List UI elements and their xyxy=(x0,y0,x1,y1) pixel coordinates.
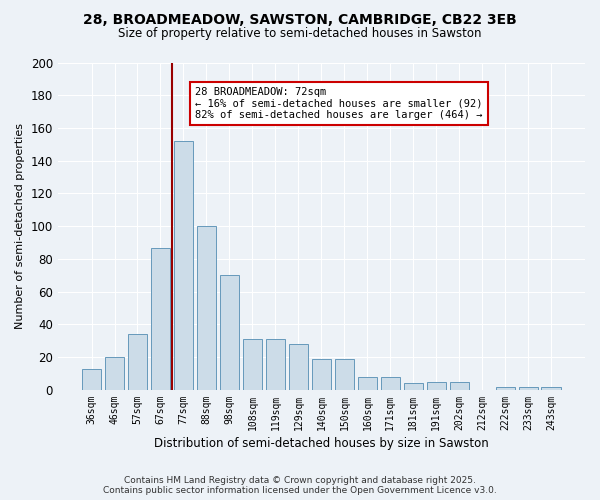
Bar xyxy=(311,359,331,390)
Bar xyxy=(266,339,285,390)
X-axis label: Distribution of semi-detached houses by size in Sawston: Distribution of semi-detached houses by … xyxy=(154,437,489,450)
Bar xyxy=(151,248,170,390)
Bar xyxy=(380,377,400,390)
Bar xyxy=(242,339,262,390)
Text: 28 BROADMEADOW: 72sqm
← 16% of semi-detached houses are smaller (92)
82% of semi: 28 BROADMEADOW: 72sqm ← 16% of semi-deta… xyxy=(195,87,482,120)
Bar xyxy=(449,382,469,390)
Bar xyxy=(220,276,239,390)
Bar xyxy=(197,226,216,390)
Bar xyxy=(427,382,446,390)
Bar xyxy=(358,377,377,390)
Bar xyxy=(518,386,538,390)
Bar xyxy=(128,334,147,390)
Bar xyxy=(404,384,423,390)
Bar xyxy=(496,386,515,390)
Text: 28, BROADMEADOW, SAWSTON, CAMBRIDGE, CB22 3EB: 28, BROADMEADOW, SAWSTON, CAMBRIDGE, CB2… xyxy=(83,12,517,26)
Bar xyxy=(289,344,308,390)
Bar xyxy=(174,141,193,390)
Text: Size of property relative to semi-detached houses in Sawston: Size of property relative to semi-detach… xyxy=(118,28,482,40)
Bar xyxy=(82,368,101,390)
Bar xyxy=(105,357,124,390)
Bar xyxy=(541,386,561,390)
Bar xyxy=(335,359,354,390)
Text: Contains HM Land Registry data © Crown copyright and database right 2025.
Contai: Contains HM Land Registry data © Crown c… xyxy=(103,476,497,495)
Y-axis label: Number of semi-detached properties: Number of semi-detached properties xyxy=(15,123,25,329)
